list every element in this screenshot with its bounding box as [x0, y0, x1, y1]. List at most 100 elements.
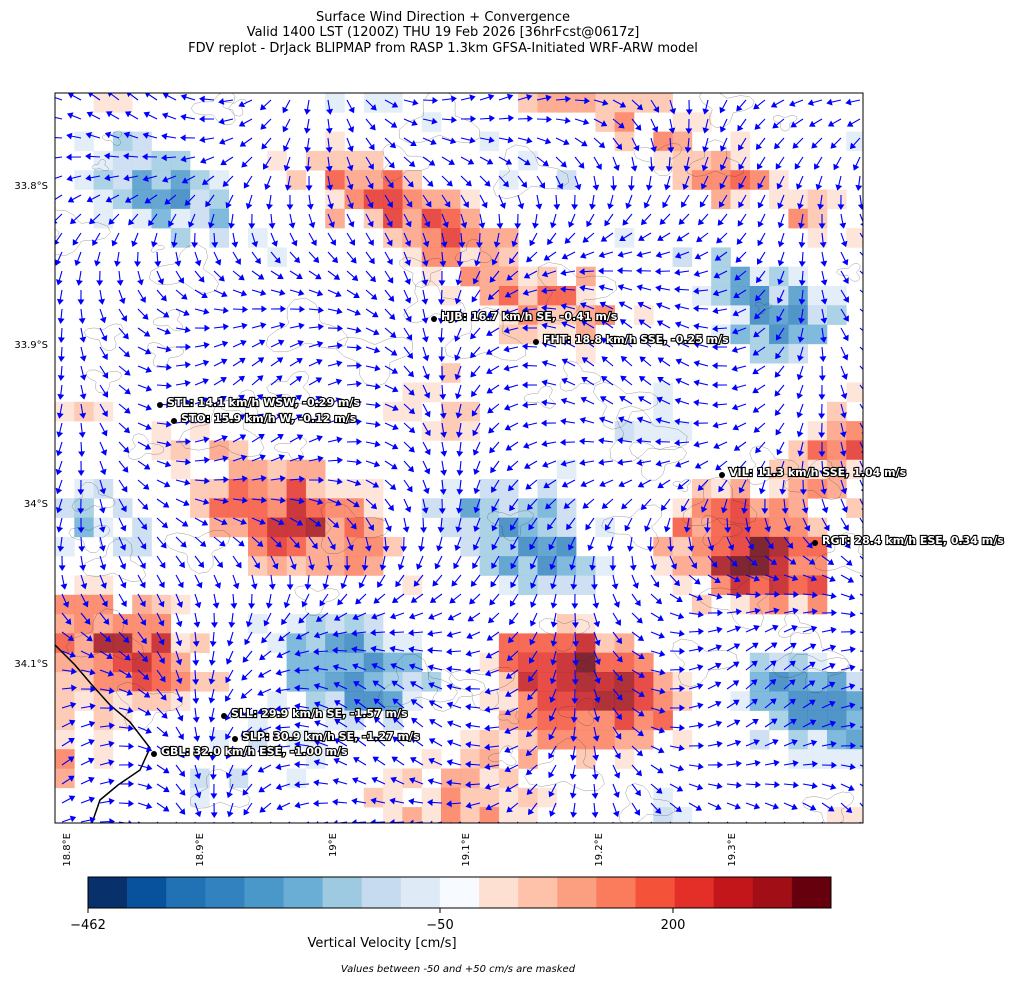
velocity-cell	[556, 633, 577, 653]
wind-arrow	[372, 680, 386, 690]
wind-arrow	[66, 112, 82, 120]
wind-arrow	[80, 816, 96, 823]
wind-arrow	[561, 339, 576, 348]
wind-arrow	[775, 327, 785, 341]
wind-arrow	[194, 324, 211, 332]
wind-arrow	[688, 645, 704, 653]
velocity-cell	[846, 228, 863, 248]
wind-arrow	[137, 574, 146, 589]
wind-arrow	[322, 574, 330, 590]
wind-arrow	[313, 682, 329, 690]
wind-arrow	[353, 737, 367, 747]
wind-arrow	[263, 612, 272, 627]
velocity-cell	[325, 189, 345, 210]
velocity-cell	[537, 324, 558, 345]
velocity-cell	[402, 575, 422, 596]
wind-arrow	[783, 590, 800, 598]
wind-arrow	[707, 700, 722, 709]
velocity-cell	[479, 691, 500, 711]
wind-arrow	[745, 660, 758, 671]
wind-arrow	[225, 745, 234, 760]
x-tick-label: 19.2°E	[594, 833, 605, 867]
wind-arrow	[410, 737, 424, 747]
wind-arrow	[464, 781, 481, 789]
contour	[81, 538, 147, 582]
wind-arrow	[99, 536, 106, 552]
wind-arrow	[859, 631, 863, 634]
wind-arrow	[821, 720, 837, 728]
wind-arrow	[289, 270, 303, 279]
contour	[672, 638, 738, 688]
wind-arrow	[99, 308, 107, 324]
wind-arrow	[840, 403, 847, 419]
wind-arrow	[839, 422, 847, 438]
wind-arrow	[754, 289, 766, 302]
wind-arrow	[410, 699, 424, 709]
contour	[444, 307, 526, 361]
wind-arrow	[522, 289, 538, 296]
wind-arrow	[213, 555, 223, 569]
wind-arrow	[478, 213, 486, 229]
velocity-cell	[653, 421, 673, 441]
wind-arrow	[213, 323, 229, 331]
wind-arrow	[692, 305, 709, 313]
wind-arrow	[241, 764, 253, 776]
wind-arrow	[676, 232, 690, 242]
velocity-cell	[498, 768, 519, 789]
wind-arrow	[370, 612, 386, 620]
wind-arrow	[764, 555, 778, 566]
velocity-cell	[267, 150, 287, 171]
velocity-cell	[691, 170, 712, 190]
wind-arrow	[327, 213, 335, 228]
wind-arrow	[486, 327, 500, 336]
velocity-cell	[325, 633, 345, 653]
wind-arrow	[118, 688, 133, 696]
wind-arrow	[607, 536, 614, 552]
wind-arrow	[464, 685, 481, 693]
wind-arrow	[313, 631, 329, 639]
wind-arrow	[420, 517, 428, 534]
wind-arrow	[288, 213, 296, 229]
wind-arrow	[802, 760, 818, 768]
wind-arrow	[525, 479, 538, 490]
wind-arrow	[504, 745, 519, 753]
velocity-cell	[325, 150, 345, 171]
wind-arrow	[80, 739, 95, 747]
velocity-cell	[556, 286, 577, 306]
wind-arrow	[241, 156, 253, 168]
title-block: Surface Wind Direction + Convergence Val…	[188, 10, 698, 56]
velocity-cell	[112, 652, 133, 673]
velocity-cell	[788, 479, 808, 499]
wind-arrow	[55, 479, 63, 495]
wind-arrow	[175, 343, 192, 351]
velocity-cell	[267, 459, 287, 480]
velocity-cell	[807, 517, 828, 538]
velocity-cell	[518, 710, 538, 731]
wind-arrow	[669, 666, 686, 674]
wind-arrow	[373, 698, 386, 709]
wind-arrow	[821, 517, 830, 532]
wind-arrow	[365, 99, 377, 111]
wind-arrow	[162, 93, 177, 101]
wind-arrow	[678, 213, 690, 225]
wind-arrow	[175, 379, 191, 387]
wind-arrow	[524, 460, 538, 469]
wind-arrow	[688, 802, 703, 811]
station-dot	[719, 472, 725, 478]
wind-arrow	[604, 213, 614, 227]
velocity-cell	[672, 729, 693, 750]
wind-arrow	[282, 137, 291, 152]
wind-arrow	[631, 631, 645, 642]
wind-arrow	[400, 536, 408, 553]
wind-arrow	[726, 643, 741, 652]
wind-arrow	[550, 631, 558, 647]
wind-arrow	[592, 745, 600, 761]
velocity-cell	[769, 517, 789, 538]
wind-arrow	[137, 726, 152, 734]
wind-arrow	[526, 783, 538, 795]
wind-arrow	[796, 384, 804, 400]
wind-arrow	[156, 289, 167, 302]
wind-arrow	[514, 213, 522, 230]
velocity-cell	[711, 266, 731, 287]
wind-arrow	[313, 665, 329, 673]
